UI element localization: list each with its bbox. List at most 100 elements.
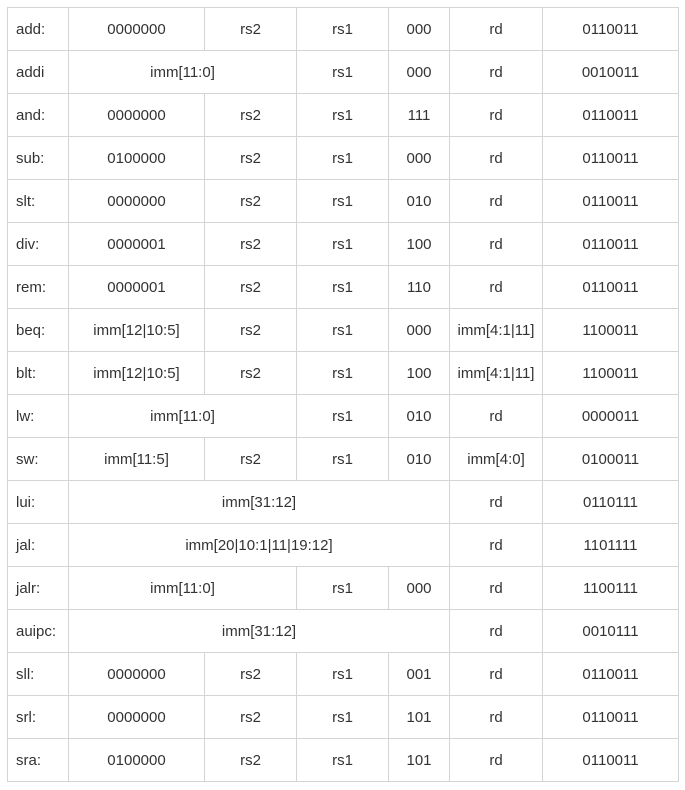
table-row-sub: sub: 0100000 rs2 rs1 000 rd 0110011 <box>7 136 679 180</box>
immediate-cell: imm[20|10:1|11|19:12] <box>68 523 450 567</box>
immediate-cell: imm[4:1|11] <box>449 351 543 395</box>
funct3-cell: 000 <box>388 566 450 610</box>
funct7-cell: 0000000 <box>68 652 205 696</box>
mnemonic-cell: jal: <box>7 523 69 567</box>
table-row-jal: jal: imm[20|10:1|11|19:12] rd 1101111 <box>7 523 679 567</box>
opcode-cell: 0110011 <box>542 7 679 51</box>
rd-cell: rd <box>449 7 543 51</box>
opcode-cell: 0010111 <box>542 609 679 653</box>
table-row-rem: rem: 0000001 rs2 rs1 110 rd 0110011 <box>7 265 679 309</box>
rs2-cell: rs2 <box>204 7 297 51</box>
rs2-cell: rs2 <box>204 265 297 309</box>
rs1-cell: rs1 <box>296 308 389 352</box>
immediate-cell: imm[11:5] <box>68 437 205 481</box>
table-row-div: div: 0000001 rs2 rs1 100 rd 0110011 <box>7 222 679 266</box>
rs1-cell: rs1 <box>296 566 389 610</box>
mnemonic-cell: and: <box>7 93 69 137</box>
table-row-addi: addi imm[11:0] rs1 000 rd 0010011 <box>7 50 679 94</box>
mnemonic-cell: blt: <box>7 351 69 395</box>
immediate-cell: imm[4:1|11] <box>449 308 543 352</box>
mnemonic-cell: jalr: <box>7 566 69 610</box>
table-row-lui: lui: imm[31:12] rd 0110111 <box>7 480 679 524</box>
funct7-cell: 0000000 <box>68 179 205 223</box>
immediate-cell: imm[11:0] <box>68 50 297 94</box>
rs2-cell: rs2 <box>204 437 297 481</box>
opcode-cell: 1100011 <box>542 351 679 395</box>
immediate-cell: imm[31:12] <box>68 480 450 524</box>
rs1-cell: rs1 <box>296 738 389 782</box>
funct3-cell: 000 <box>388 50 450 94</box>
table-row-auipc: auipc: imm[31:12] rd 0010111 <box>7 609 679 653</box>
rs2-cell: rs2 <box>204 351 297 395</box>
rd-cell: rd <box>449 695 543 739</box>
instruction-encoding-table: add: 0000000 rs2 rs1 000 rd 0110011 addi… <box>7 7 679 782</box>
rs1-cell: rs1 <box>296 50 389 94</box>
mnemonic-cell: sra: <box>7 738 69 782</box>
funct3-cell: 000 <box>388 136 450 180</box>
rd-cell: rd <box>449 136 543 180</box>
table-row-srl: srl: 0000000 rs2 rs1 101 rd 0110011 <box>7 695 679 739</box>
mnemonic-cell: sub: <box>7 136 69 180</box>
rs2-cell: rs2 <box>204 93 297 137</box>
opcode-cell: 1101111 <box>542 523 679 567</box>
mnemonic-cell: srl: <box>7 695 69 739</box>
rs1-cell: rs1 <box>296 222 389 266</box>
opcode-cell: 0110011 <box>542 222 679 266</box>
immediate-cell: imm[12|10:5] <box>68 351 205 395</box>
rs1-cell: rs1 <box>296 265 389 309</box>
opcode-cell: 0110011 <box>542 136 679 180</box>
table-row-blt: blt: imm[12|10:5] rs2 rs1 100 imm[4:1|11… <box>7 351 679 395</box>
immediate-cell: imm[12|10:5] <box>68 308 205 352</box>
rs1-cell: rs1 <box>296 7 389 51</box>
rd-cell: rd <box>449 265 543 309</box>
mnemonic-cell: rem: <box>7 265 69 309</box>
rs2-cell: rs2 <box>204 222 297 266</box>
funct3-cell: 100 <box>388 351 450 395</box>
table-row-sw: sw: imm[11:5] rs2 rs1 010 imm[4:0] 01000… <box>7 437 679 481</box>
rd-cell: rd <box>449 566 543 610</box>
table-row-beq: beq: imm[12|10:5] rs2 rs1 000 imm[4:1|11… <box>7 308 679 352</box>
table-row-sra: sra: 0100000 rs2 rs1 101 rd 0110011 <box>7 738 679 782</box>
immediate-cell: imm[11:0] <box>68 566 297 610</box>
funct7-cell: 0100000 <box>68 136 205 180</box>
rd-cell: rd <box>449 652 543 696</box>
funct7-cell: 0000001 <box>68 222 205 266</box>
funct3-cell: 110 <box>388 265 450 309</box>
opcode-cell: 1100011 <box>542 308 679 352</box>
rd-cell: rd <box>449 179 543 223</box>
mnemonic-cell: lw: <box>7 394 69 438</box>
rs2-cell: rs2 <box>204 179 297 223</box>
funct7-cell: 0000001 <box>68 265 205 309</box>
rs1-cell: rs1 <box>296 394 389 438</box>
rd-cell: rd <box>449 394 543 438</box>
opcode-cell: 0110011 <box>542 695 679 739</box>
funct3-cell: 001 <box>388 652 450 696</box>
rs1-cell: rs1 <box>296 351 389 395</box>
mnemonic-cell: beq: <box>7 308 69 352</box>
rs2-cell: rs2 <box>204 695 297 739</box>
rs1-cell: rs1 <box>296 179 389 223</box>
funct3-cell: 000 <box>388 7 450 51</box>
opcode-cell: 0110011 <box>542 738 679 782</box>
rs1-cell: rs1 <box>296 93 389 137</box>
rs2-cell: rs2 <box>204 738 297 782</box>
mnemonic-cell: sll: <box>7 652 69 696</box>
table-row-and: and: 0000000 rs2 rs1 111 rd 0110011 <box>7 93 679 137</box>
rs1-cell: rs1 <box>296 652 389 696</box>
opcode-cell: 0100011 <box>542 437 679 481</box>
rd-cell: rd <box>449 222 543 266</box>
rs1-cell: rs1 <box>296 437 389 481</box>
rd-cell: rd <box>449 609 543 653</box>
rd-cell: rd <box>449 523 543 567</box>
funct7-cell: 0100000 <box>68 738 205 782</box>
opcode-cell: 0110011 <box>542 179 679 223</box>
opcode-cell: 0010011 <box>542 50 679 94</box>
funct3-cell: 101 <box>388 695 450 739</box>
funct3-cell: 010 <box>388 437 450 481</box>
mnemonic-cell: slt: <box>7 179 69 223</box>
table-row-jalr: jalr: imm[11:0] rs1 000 rd 1100111 <box>7 566 679 610</box>
funct7-cell: 0000000 <box>68 93 205 137</box>
rd-cell: rd <box>449 738 543 782</box>
immediate-cell: imm[4:0] <box>449 437 543 481</box>
rs1-cell: rs1 <box>296 695 389 739</box>
